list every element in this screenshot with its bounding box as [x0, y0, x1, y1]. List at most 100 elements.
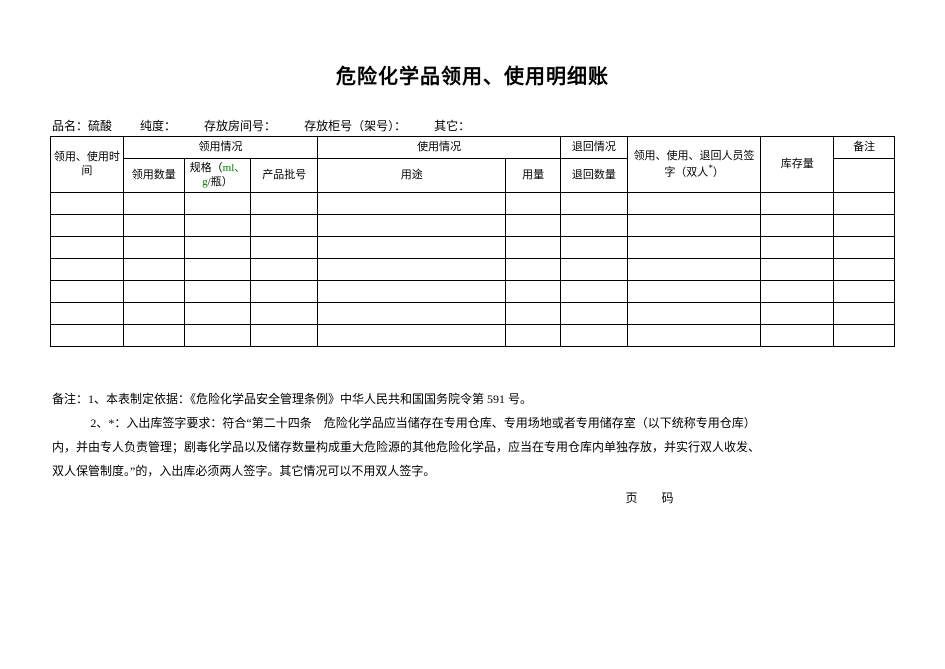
table-cell: [51, 214, 124, 236]
table-cell: [51, 192, 124, 214]
table-cell: [834, 324, 895, 346]
table-cell: [318, 324, 506, 346]
table-cell: [761, 302, 834, 324]
table-cell: [251, 192, 318, 214]
table-cell: [627, 258, 761, 280]
table-cell: [506, 192, 561, 214]
th-stock: 库存量: [761, 137, 834, 193]
table-cell: [251, 258, 318, 280]
table-cell: [561, 192, 628, 214]
table-cell: [184, 280, 251, 302]
table-cell: [184, 192, 251, 214]
page-number-label: 页 码: [50, 489, 895, 506]
ledger-table: 领用、使用时间 领用情况 使用情况 退回情况 领用、使用、退回人员签字（双人*）…: [50, 136, 895, 347]
notes-block: 备注：1、本表制定依据：《危险化学品安全管理条例》中华人民共和国国务院令第 59…: [50, 387, 895, 483]
table-cell: [761, 236, 834, 258]
table-row: [51, 324, 895, 346]
th-receive-qty: 领用数量: [123, 159, 184, 193]
meta-name-value: 硫酸: [88, 119, 112, 133]
table-cell: [318, 280, 506, 302]
table-cell: [761, 324, 834, 346]
table-row: [51, 236, 895, 258]
table-cell: [318, 258, 506, 280]
meta-name-label: 品名：: [52, 119, 88, 133]
table-cell: [561, 302, 628, 324]
table-cell: [251, 302, 318, 324]
table-cell: [506, 280, 561, 302]
table-cell: [51, 324, 124, 346]
th-return-qty: 退回数量: [561, 159, 628, 193]
table-row: [51, 192, 895, 214]
table-cell: [561, 236, 628, 258]
note-line-2b: 内，并由专人负责管理；剧毒化学品以及储存数量构成重大危险源的其他危险化学品，应当…: [52, 435, 893, 459]
table-cell: [251, 280, 318, 302]
table-cell: [834, 236, 895, 258]
table-cell: [318, 236, 506, 258]
table-cell: [123, 302, 184, 324]
meta-row: 品名：硫酸 纯度： 存放房间号： 存放柜号（架号）： 其它：: [50, 117, 895, 134]
table-cell: [627, 324, 761, 346]
note-line-1: 备注：1、本表制定依据：《危险化学品安全管理条例》中华人民共和国国务院令第 59…: [52, 387, 893, 411]
table-cell: [506, 214, 561, 236]
table-cell: [561, 324, 628, 346]
table-row: [51, 258, 895, 280]
table-cell: [51, 302, 124, 324]
table-cell: [251, 324, 318, 346]
table-cell: [251, 236, 318, 258]
th-remark: 备注: [834, 137, 895, 159]
table-cell: [506, 324, 561, 346]
table-cell: [318, 192, 506, 214]
table-cell: [627, 280, 761, 302]
table-cell: [51, 236, 124, 258]
table-cell: [834, 214, 895, 236]
th-spec: 规格（ml、g/瓶）: [184, 159, 251, 193]
table-cell: [318, 302, 506, 324]
table-cell: [123, 236, 184, 258]
table-cell: [761, 214, 834, 236]
table-cell: [561, 258, 628, 280]
note-line-2a: 2、*：入出库签字要求：符合“第二十四条 危险化学品应当储存在专用仓库、专用场地…: [52, 411, 893, 435]
table-cell: [561, 280, 628, 302]
th-sign: 领用、使用、退回人员签字（双人*）: [627, 137, 761, 193]
th-purpose: 用途: [318, 159, 506, 193]
meta-cabinet: 存放柜号（架号）：: [304, 117, 406, 134]
table-row: [51, 280, 895, 302]
table-cell: [506, 258, 561, 280]
meta-other: 其它：: [434, 117, 470, 134]
th-receive-group: 领用情况: [123, 137, 317, 159]
table-cell: [51, 280, 124, 302]
table-cell: [318, 214, 506, 236]
table-cell: [184, 302, 251, 324]
table-cell: [834, 258, 895, 280]
table-cell: [123, 280, 184, 302]
meta-name: 品名：硫酸: [52, 117, 112, 134]
note-line-2c: 双人保管制度。”的，入出库必须两人签字。其它情况可以不用双人签字。: [52, 459, 893, 483]
table-cell: [761, 258, 834, 280]
table-cell: [184, 258, 251, 280]
page-title: 危险化学品领用、使用明细账: [50, 60, 895, 89]
table-cell: [184, 214, 251, 236]
table-cell: [627, 214, 761, 236]
table-cell: [627, 192, 761, 214]
table-row: [51, 302, 895, 324]
th-batch: 产品批号: [251, 159, 318, 193]
table-cell: [51, 258, 124, 280]
th-remark-sub: [834, 159, 895, 193]
table-cell: [123, 324, 184, 346]
meta-room: 存放房间号：: [204, 117, 276, 134]
table-cell: [561, 214, 628, 236]
table-cell: [761, 280, 834, 302]
table-cell: [123, 258, 184, 280]
table-cell: [627, 236, 761, 258]
table-cell: [761, 192, 834, 214]
table-cell: [184, 324, 251, 346]
table-cell: [506, 236, 561, 258]
table-cell: [251, 214, 318, 236]
meta-purity: 纯度：: [140, 117, 176, 134]
table-cell: [123, 192, 184, 214]
table-cell: [834, 302, 895, 324]
th-time: 领用、使用时间: [51, 137, 124, 193]
table-cell: [184, 236, 251, 258]
th-return-group: 退回情况: [561, 137, 628, 159]
th-use-group: 使用情况: [318, 137, 561, 159]
